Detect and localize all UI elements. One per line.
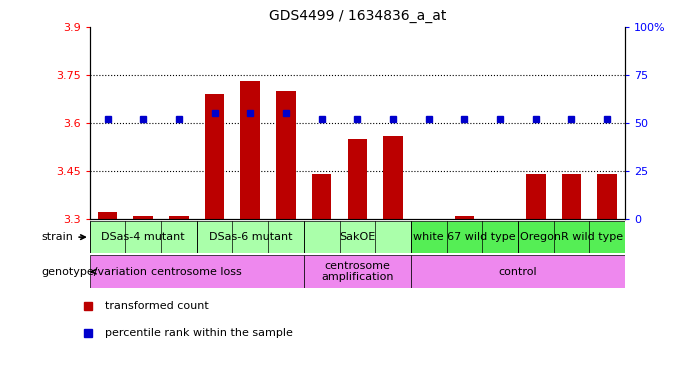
Bar <box>384 136 403 219</box>
Bar <box>562 174 581 219</box>
Text: OregonR wild type: OregonR wild type <box>520 232 623 242</box>
Bar <box>90 255 304 288</box>
Bar <box>518 221 625 253</box>
Title: GDS4499 / 1634836_a_at: GDS4499 / 1634836_a_at <box>269 9 446 23</box>
Text: centrosome loss: centrosome loss <box>152 266 242 277</box>
Text: strain: strain <box>41 232 85 242</box>
Bar <box>241 81 260 219</box>
Bar <box>98 212 118 219</box>
Bar <box>454 216 474 219</box>
Bar <box>304 221 411 253</box>
Text: DSas-4 mutant: DSas-4 mutant <box>101 232 185 242</box>
Bar <box>205 94 224 219</box>
Text: centrosome
amplification: centrosome amplification <box>321 261 394 283</box>
Bar <box>597 174 617 219</box>
Bar <box>411 255 625 288</box>
Bar <box>304 255 411 288</box>
Text: SakOE: SakOE <box>339 232 375 242</box>
Text: transformed count: transformed count <box>105 301 209 311</box>
Text: genotype/variation: genotype/variation <box>41 266 148 277</box>
Bar <box>347 139 367 219</box>
Bar <box>276 91 296 219</box>
Bar <box>526 174 545 219</box>
Text: percentile rank within the sample: percentile rank within the sample <box>105 328 293 338</box>
Text: control: control <box>498 266 537 277</box>
Text: white 67 wild type: white 67 wild type <box>413 232 515 242</box>
Bar <box>411 221 518 253</box>
Bar <box>197 221 304 253</box>
Bar <box>312 174 331 219</box>
Bar <box>90 221 197 253</box>
Text: DSas-6 mutant: DSas-6 mutant <box>209 232 292 242</box>
Bar <box>169 216 189 219</box>
Bar <box>133 216 153 219</box>
